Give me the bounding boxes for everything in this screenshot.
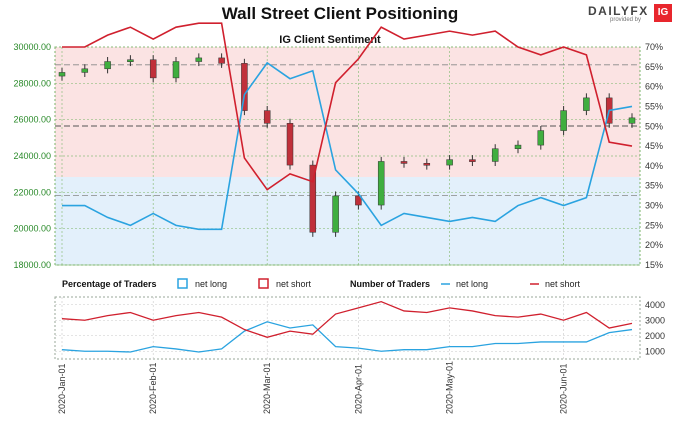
left-axis-tick-label: 18000.00: [13, 260, 51, 270]
candle-body: [172, 61, 180, 79]
legend-net-long-box-icon: [177, 278, 188, 289]
chart-title: Wall Street Client Positioning: [221, 4, 459, 23]
candle-body: [58, 72, 66, 77]
main-panel-long-zone: [55, 177, 640, 265]
candle-body: [400, 161, 408, 164]
candle-body: [263, 110, 271, 124]
right-axis-ticks: 15% 20% 25% 30% 35% 40% 45% 50% 55% 60% 65% 70%: [645, 42, 663, 270]
right-axis-tick-label: 70%: [645, 42, 663, 52]
candle-body: [241, 63, 248, 111]
x-axis-tick-label: 2020-May-01: [445, 361, 455, 414]
candle-body: [81, 68, 89, 73]
candle-body: [104, 61, 111, 70]
legend-item-num-long: net long: [456, 279, 488, 289]
candle-body: [332, 195, 339, 233]
percentage-lines: [62, 22, 633, 231]
right-axis-tick-label: 40%: [645, 161, 663, 171]
x-axis-tick-label: 2020-Apr-01: [353, 364, 363, 414]
candle-body: [127, 59, 134, 62]
brand-logo: DAILYFX provided by IG: [588, 2, 678, 26]
left-axis-tick-label: 30000.00: [13, 42, 51, 52]
main-panel-short-zone: [55, 47, 640, 177]
candle-body: [423, 163, 431, 166]
x-axis-tick-label: 2020-Jan-01: [57, 363, 67, 414]
count-line-net-long: [61, 321, 633, 353]
candle-body: [446, 159, 453, 166]
legend-item-pct-long: net long: [195, 279, 227, 289]
brand-tagline: provided by: [610, 17, 642, 23]
legend-item-pct-short: net short: [276, 279, 312, 289]
candle-body: [355, 195, 362, 206]
main-gridlines: [55, 46, 640, 266]
lower-axis-tick-label: 3000: [645, 315, 665, 325]
legend-item-num-short: net short: [545, 279, 581, 289]
x-axis-ticks: 2020-Jan-01 2020-Feb-01 2020-Mar-01 2020-Ap…: [57, 361, 569, 414]
candle-body: [149, 59, 157, 79]
left-axis-tick-label: 28000.00: [13, 78, 51, 88]
candle-body: [628, 117, 636, 124]
candle-body: [218, 57, 225, 64]
legend: Percentage of Traders net long net short…: [62, 278, 581, 289]
left-axis-tick-label: 26000.00: [13, 115, 51, 125]
ig-logo-icon: IG: [654, 4, 672, 22]
lower-panel-frame: [54, 296, 641, 360]
candle-body: [560, 110, 567, 131]
pct-line-net-short: [62, 22, 633, 191]
right-axis-tick-label: 45%: [645, 141, 663, 151]
legend-number-title: Number of Traders: [350, 279, 430, 289]
x-axis-tick-label: 2020-Jun-01: [559, 363, 569, 414]
right-axis-tick-label: 30%: [645, 201, 663, 211]
candle-body: [309, 164, 317, 233]
right-axis-tick-label: 65%: [645, 62, 663, 72]
lower-axis-tick-label: 1000: [645, 346, 665, 356]
price-candles: [58, 53, 636, 237]
x-axis-tick-label: 2020-Mar-01: [262, 362, 272, 414]
main-panel-title: IG Client Sentiment: [279, 34, 381, 46]
candle-body: [583, 97, 590, 111]
candle-body: [469, 159, 476, 162]
candle-body: [286, 123, 294, 166]
lower-axis-tick-label: 2000: [645, 331, 665, 341]
candle-body: [514, 144, 522, 149]
right-axis-tick-label: 25%: [645, 220, 663, 230]
reference-lines: [55, 64, 640, 197]
left-axis-ticks: 18000.00 20000.00 22000.00 24000.00 26000.00…: [13, 42, 51, 270]
right-axis-tick-label: 60%: [645, 82, 663, 92]
count-lines: [61, 300, 633, 353]
right-axis-tick-label: 15%: [645, 260, 663, 270]
lower-axis-tick-label: 4000: [645, 300, 665, 310]
legend-percentage-title: Percentage of Traders: [62, 279, 157, 289]
right-axis-tick-label: 20%: [645, 240, 663, 250]
lower-axis-ticks: 1000 2000 3000 4000: [645, 300, 665, 357]
left-axis-tick-label: 20000.00: [13, 224, 51, 234]
x-axis-tick-label: 2020-Feb-01: [148, 362, 158, 414]
legend-net-short-box-icon: [258, 278, 269, 289]
right-axis-tick-label: 35%: [645, 181, 663, 191]
right-axis-tick-label: 50%: [645, 121, 663, 131]
candle-body: [491, 148, 499, 162]
right-axis-tick-label: 55%: [645, 101, 663, 111]
candle-body: [537, 130, 545, 146]
candle-body: [195, 57, 203, 62]
left-axis-tick-label: 24000.00: [13, 151, 51, 161]
brand-name: DAILYFX: [588, 4, 649, 18]
pct-line-net-long: [62, 61, 633, 231]
left-axis-tick-label: 22000.00: [13, 187, 51, 197]
candle-body: [377, 161, 385, 206]
count-line-net-short: [61, 300, 633, 338]
